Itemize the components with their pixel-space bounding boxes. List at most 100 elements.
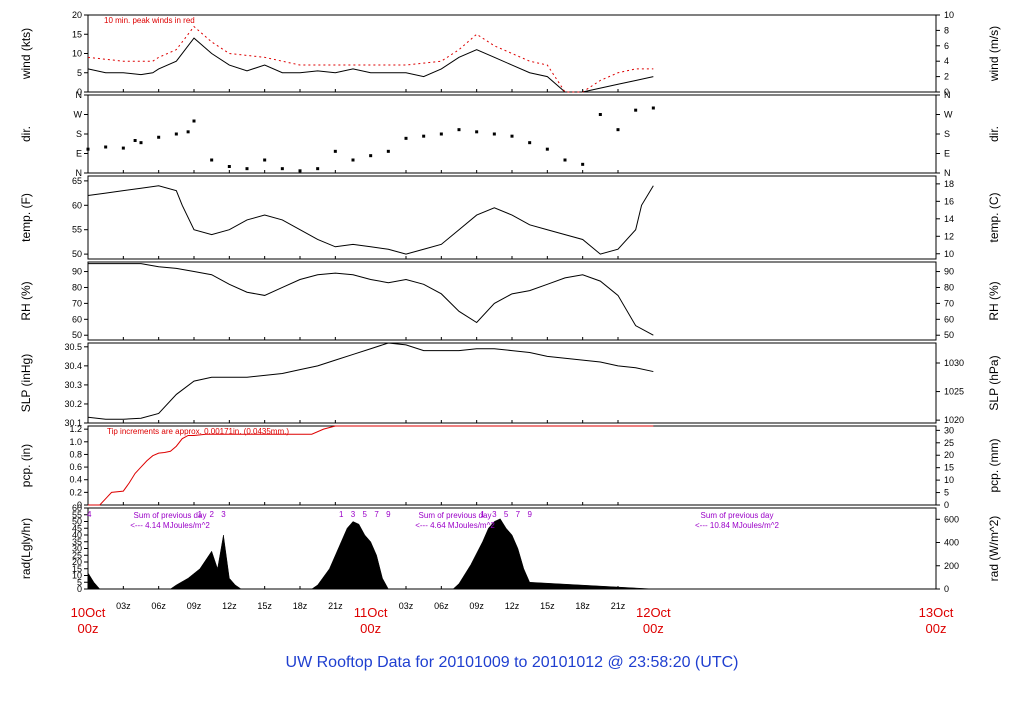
- y-tick-label: 0: [77, 500, 82, 510]
- panel-frame: [87, 261, 937, 341]
- data-point: [528, 141, 532, 145]
- y-tick-label: 30.5: [64, 342, 82, 352]
- data-point: [133, 139, 137, 142]
- y-tick-label: 60: [72, 200, 82, 210]
- y-axis-label-right: dir.: [987, 126, 1001, 142]
- panel-pcp: 0 0.2 0.4 0.6 0.8 1.0 1.2 0 5 10 15 20 25 30 pcp. (in)…: [19, 424, 1001, 510]
- y-tick-label: 5: [77, 577, 82, 587]
- data-point: [475, 130, 479, 134]
- y-tick-label: 60: [72, 503, 82, 513]
- y-tick-label: E: [76, 149, 82, 159]
- y-tick-label-right: 0: [944, 87, 949, 97]
- y-tick-label-right: E: [944, 149, 950, 159]
- y-tick-label: 0.8: [69, 449, 82, 459]
- x-tick-label: 03z: [116, 601, 131, 611]
- hour-mark: 5: [363, 510, 368, 519]
- panel-frame: [87, 94, 937, 174]
- data-point: [186, 130, 190, 134]
- x-tick-label: 18z: [575, 601, 590, 611]
- y-tick-label: 80: [72, 282, 82, 292]
- panel-frame: [87, 175, 937, 260]
- y-tick-label-right: 6: [944, 41, 949, 51]
- data-point: [263, 158, 267, 162]
- y-tick-label-right: 8: [944, 25, 949, 35]
- y-tick-label: 0.2: [69, 487, 82, 497]
- y-axis-label-right: RH (%): [987, 281, 1001, 320]
- y-tick-label: 10: [72, 571, 82, 581]
- y-tick-label-right: 16: [944, 196, 954, 206]
- y-axis-label-right: SLP (hPa): [987, 355, 1001, 410]
- y-tick-label-right: 200: [944, 561, 959, 571]
- sum-title: Sum of previous day: [134, 511, 207, 520]
- day-label-time: 00z: [360, 621, 381, 636]
- data-point: [563, 158, 567, 162]
- data-point: [510, 134, 514, 138]
- y-tick-label: 15: [72, 29, 82, 39]
- y-axis-label: RH (%): [19, 281, 33, 320]
- hour-mark: 7: [516, 510, 521, 519]
- panel-wind: 0 5 10 15 20 0 2 4 6 8 10 wind (kts) wind (m/s) 10 mi…: [19, 10, 1001, 97]
- series-group: [87, 342, 654, 420]
- y-tick-label: 0.6: [69, 462, 82, 472]
- x-tick-label: 21z: [611, 601, 626, 611]
- data-point: [280, 167, 284, 171]
- y-tick-label: W: [74, 110, 83, 120]
- hour-mark: 1: [198, 510, 203, 519]
- data-point: [351, 158, 355, 162]
- y-tick-label: 65: [72, 176, 82, 186]
- series-line: [87, 185, 654, 255]
- y-tick-label-right: 10: [944, 249, 954, 259]
- hour-mark: 7: [374, 510, 379, 519]
- data-point: [333, 149, 337, 153]
- data-point: [245, 167, 249, 171]
- y-tick-label: 25: [72, 550, 82, 560]
- series-group: [86, 106, 655, 173]
- y-tick-label-right: 10: [944, 475, 954, 485]
- y-tick-label: 0: [77, 87, 82, 97]
- y-tick-label-right: S: [944, 129, 950, 139]
- y-tick-label: 10: [72, 49, 82, 59]
- sum-title: Sum of previous day: [701, 511, 774, 520]
- y-axis-label: dir.: [19, 126, 33, 142]
- series-line: [88, 425, 654, 506]
- y-tick-label-right: 4: [944, 56, 949, 66]
- y-tick-label-right: 30: [944, 425, 954, 435]
- data-point: [316, 167, 320, 171]
- y-tick-label: 35: [72, 537, 82, 547]
- x-tick-label: 03z: [399, 601, 414, 611]
- y-tick-label: 20: [72, 10, 82, 20]
- x-tick-label: 21z: [328, 601, 343, 611]
- data-point: [157, 135, 161, 139]
- y-tick-label-right: 1030: [944, 358, 964, 368]
- y-tick-label-right: 0: [944, 584, 949, 594]
- y-tick-label: 30: [72, 544, 82, 554]
- panel-rad: 0510152025303540455055600200400600rad(Lg…: [19, 503, 1001, 594]
- radiation-area: [87, 518, 654, 590]
- day-label-date: 10Oct: [71, 605, 106, 620]
- y-tick-label: 5: [77, 68, 82, 78]
- chart-title: UW Rooftop Data for 20101009 to 20101012…: [286, 654, 739, 671]
- x-tick-label: 12z: [505, 601, 520, 611]
- y-tick-label: 0: [77, 584, 82, 594]
- y-tick-label: 60: [72, 314, 82, 324]
- y-tick-label: 55: [72, 225, 82, 235]
- data-point: [192, 119, 196, 123]
- y-axis-label: pcp. (in): [19, 444, 33, 487]
- data-point: [86, 147, 90, 151]
- day-label-time: 00z: [926, 621, 947, 636]
- day-label-time: 00z: [78, 621, 99, 636]
- y-axis-label-right: pcp. (mm): [987, 438, 1001, 492]
- y-tick-label-right: 60: [944, 314, 954, 324]
- y-tick-label: 45: [72, 523, 82, 533]
- panel-rh: 50 60 70 80 90 50 60 70 80 90 RH (%) RH (%): [19, 261, 1001, 341]
- y-tick-label-right: 5: [944, 488, 949, 498]
- day-label-date: 13Oct: [919, 605, 954, 620]
- y-tick-label-right: 0: [944, 500, 949, 510]
- y-tick-label: 30.4: [64, 361, 82, 371]
- x-tick-label: 09z: [187, 601, 202, 611]
- data-point: [545, 147, 549, 151]
- y-tick-label-right: 20: [944, 450, 954, 460]
- y-tick-label-right: N: [944, 90, 951, 100]
- panel-temp: 50 55 60 65 10 12 14 16 18 temp. (F) temp. (C): [19, 175, 1001, 260]
